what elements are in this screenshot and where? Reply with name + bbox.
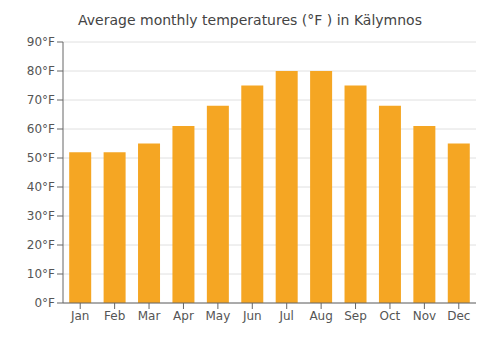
svg-text:80°F: 80°F <box>27 64 55 78</box>
svg-text:Nov: Nov <box>413 309 436 323</box>
svg-text:Dec: Dec <box>447 309 470 323</box>
svg-text:40°F: 40°F <box>27 180 55 194</box>
svg-text:Aug: Aug <box>309 309 332 323</box>
svg-text:10°F: 10°F <box>27 267 55 281</box>
svg-text:20°F: 20°F <box>27 238 55 252</box>
svg-text:60°F: 60°F <box>27 122 55 136</box>
svg-text:May: May <box>205 309 230 323</box>
svg-text:0°F: 0°F <box>34 296 55 310</box>
svg-text:Sep: Sep <box>344 309 367 323</box>
svg-text:Feb: Feb <box>104 309 125 323</box>
svg-text:Oct: Oct <box>380 309 401 323</box>
svg-text:Jan: Jan <box>70 309 90 323</box>
svg-text:90°F: 90°F <box>27 35 55 49</box>
svg-text:Jun: Jun <box>242 309 262 323</box>
svg-text:Jul: Jul <box>278 309 293 323</box>
svg-text:Apr: Apr <box>173 309 194 323</box>
svg-text:50°F: 50°F <box>27 151 55 165</box>
svg-text:30°F: 30°F <box>27 209 55 223</box>
svg-text:70°F: 70°F <box>27 93 55 107</box>
svg-text:Mar: Mar <box>138 309 161 323</box>
html-text:Average monthly temperatures (: Average monthly temperatures (°F ) in Kä… <box>78 12 422 28</box>
